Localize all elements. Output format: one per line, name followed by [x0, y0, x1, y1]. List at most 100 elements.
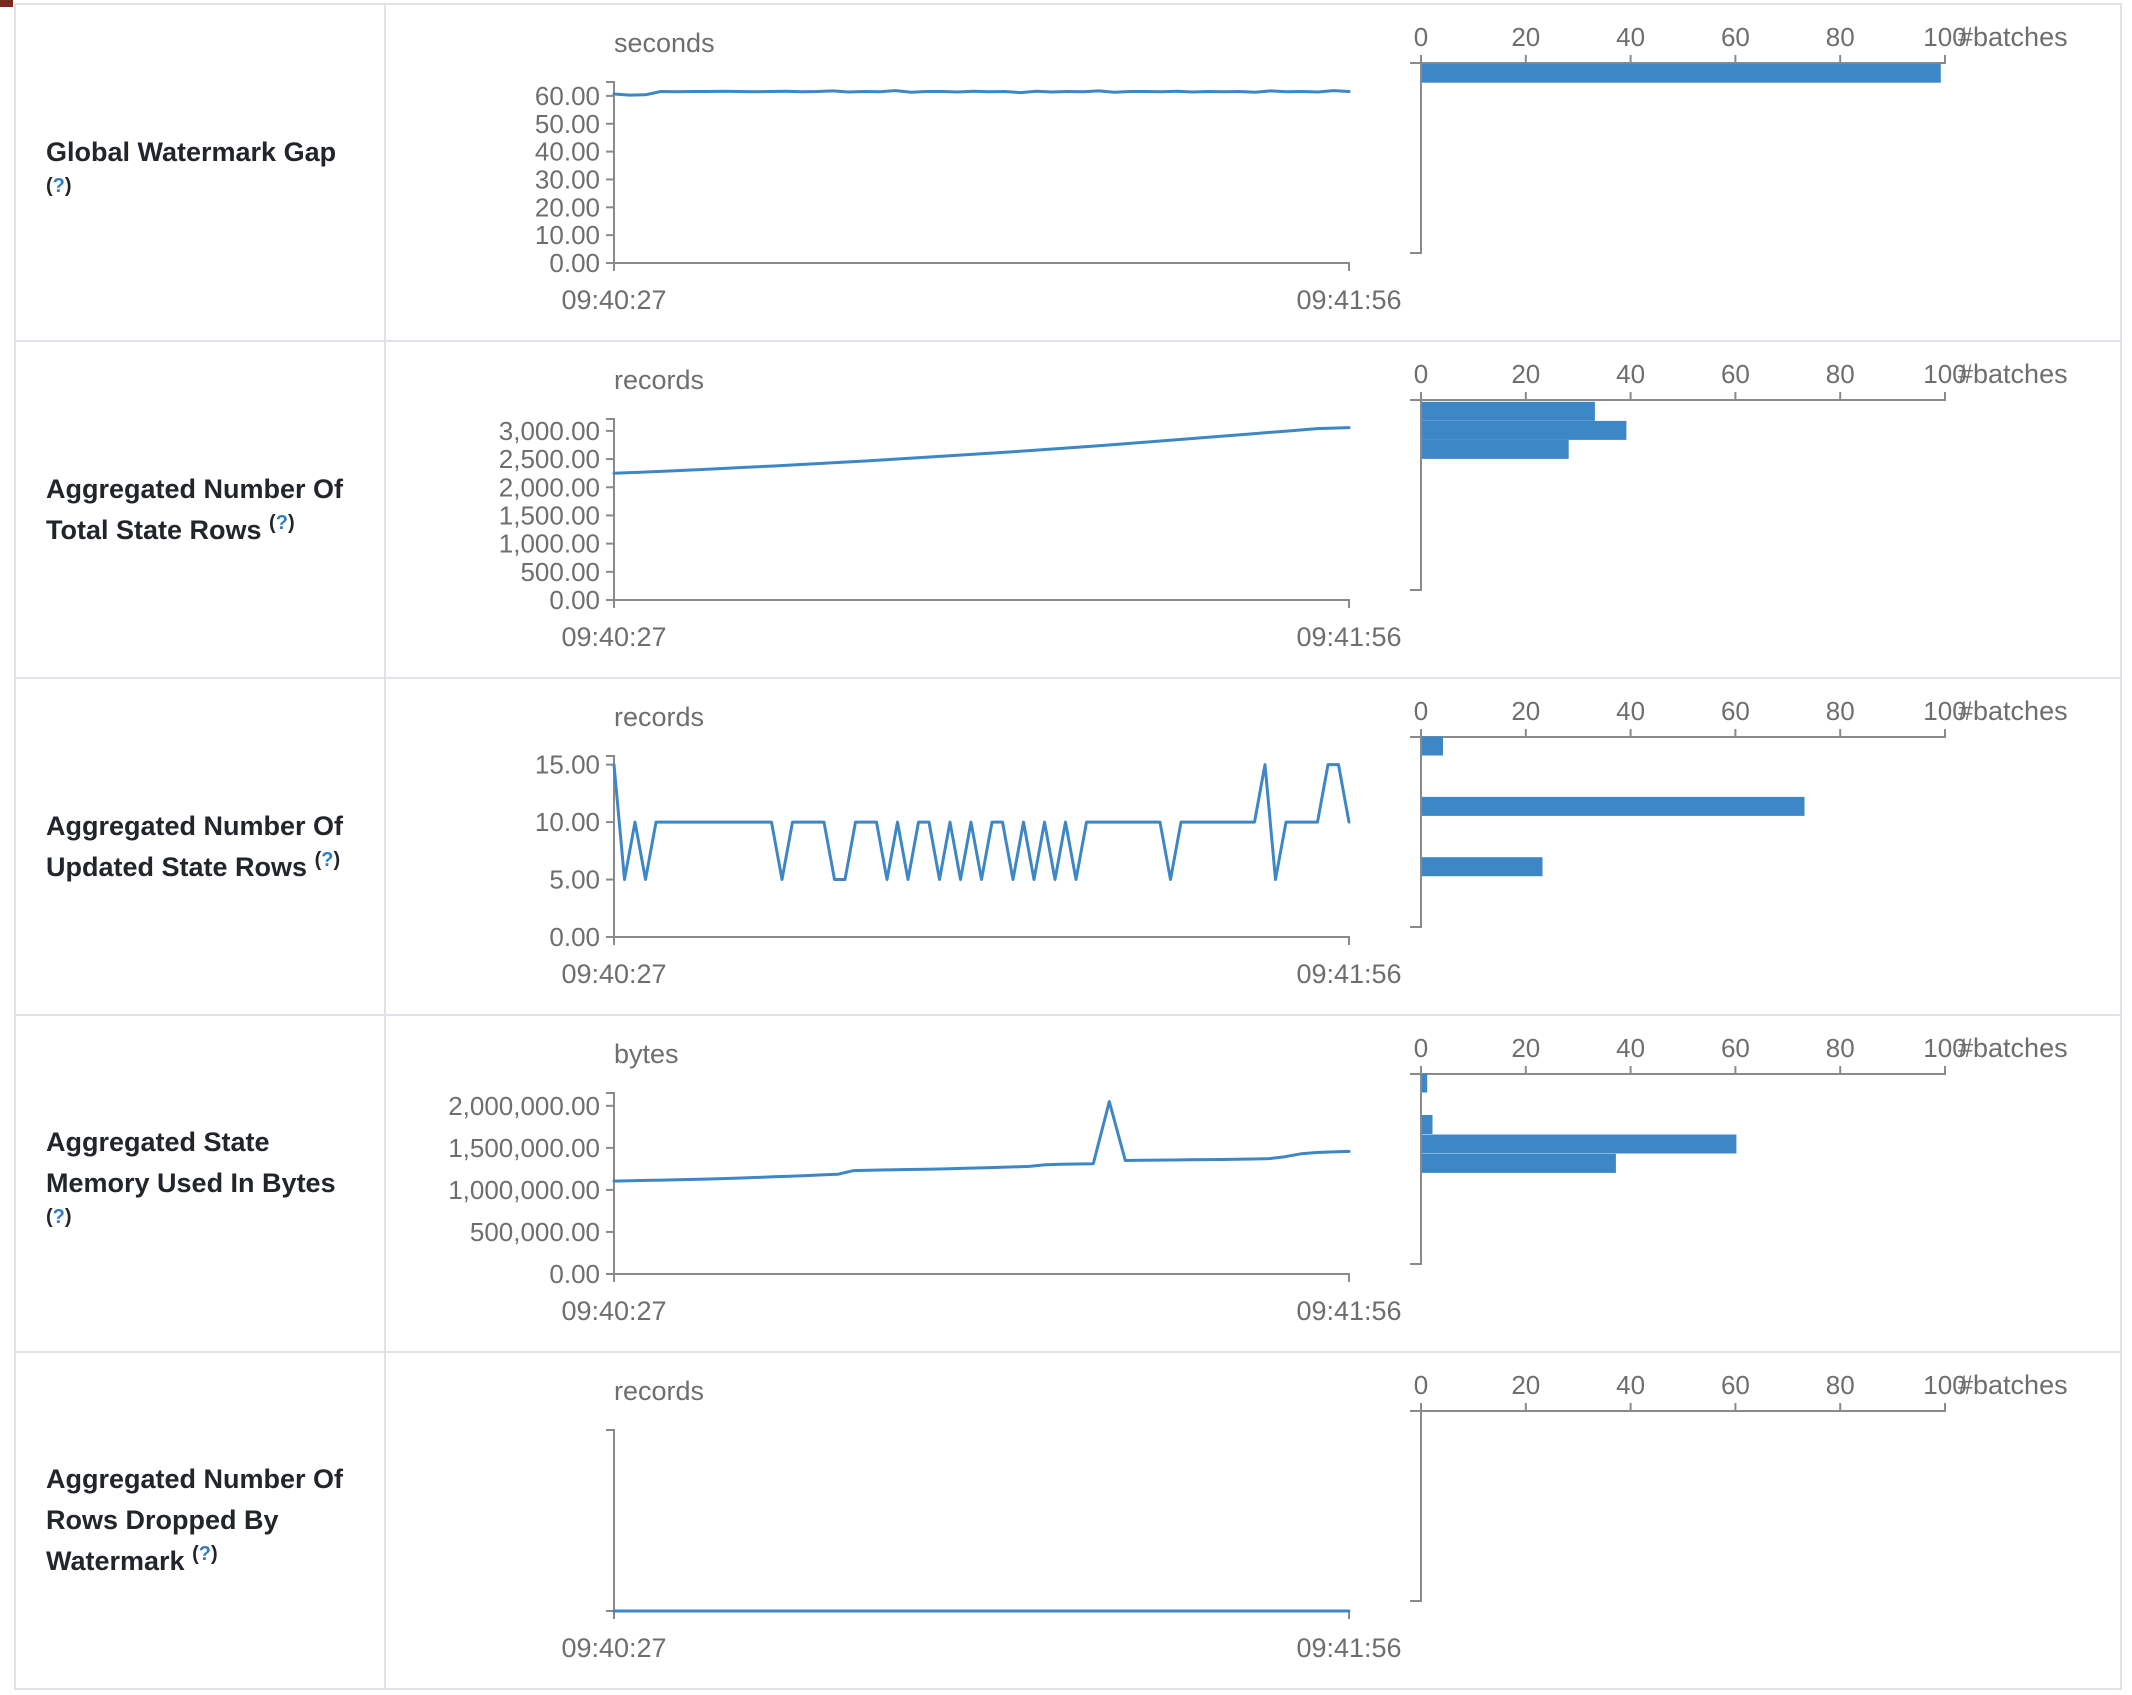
y-tick-label: 5.00	[549, 865, 600, 895]
metric-label-cell: Aggregated Number Of Rows Dropped By Wat…	[16, 1353, 386, 1688]
batches-axis-label: #batches	[1958, 359, 2068, 389]
charts-svg: records3,000.002,500.002,000.001,500.001…	[499, 359, 2068, 652]
x-axis-start-time: 09:40:27	[561, 622, 666, 652]
x-axis-start-time: 09:40:27	[561, 1296, 666, 1326]
batches-tick-label: 40	[1616, 22, 1645, 52]
help-paren-close: )	[210, 1543, 218, 1565]
histogram-chart: 0 20 40 60 80 100#batches	[1410, 696, 2068, 928]
chart-cell: records 09:40:27 09:41:56 0 20 40 60 80 100 #batc…	[386, 1353, 2120, 1688]
y-tick-label: 500,000.00	[470, 1217, 600, 1247]
help-question-icon[interactable]: ?	[198, 1543, 211, 1565]
charts-svg: records 15.00 10.00 5.00 0.00 09:40:27 09:41:5…	[535, 696, 2068, 989]
batches-tick-label: 100	[1923, 1370, 1966, 1400]
histogram-bar	[1422, 796, 1805, 816]
y-tick-label: 15.00	[535, 750, 600, 780]
metric-label: Aggregated Number Of Updated State Rows …	[16, 806, 368, 888]
help-link[interactable]: (?)	[269, 512, 295, 534]
timeline-chart: records 15.00 10.00 5.00 0.00 09:40:27 09:41:5…	[535, 702, 1402, 989]
batches-tick-label: 80	[1826, 22, 1855, 52]
batches-axis-label: #batches	[1958, 696, 2068, 726]
help-link[interactable]: (?)	[192, 1543, 218, 1565]
x-axis-end-time: 09:41:56	[1296, 1296, 1401, 1326]
histogram-chart: 0 20 40 60 80 100#batches	[1410, 22, 2068, 254]
unit-label: records	[614, 702, 704, 732]
y-tick-label: 0.00	[549, 585, 600, 615]
chart-cell: bytes 2,000,000.00 1,500,000.00 1,000,000.0…	[386, 1016, 2120, 1351]
metric-row-aggregated-number-of-total-state-rows: Aggregated Number Of Total State Rows (?…	[16, 340, 2120, 677]
histogram-bar	[1422, 1073, 1428, 1093]
screen-corner-artifact	[0, 0, 13, 7]
y-tick-label: 0.00	[549, 1259, 600, 1289]
metric-label: Global Watermark Gap (?)	[16, 132, 368, 214]
batches-tick-label: 0	[1414, 359, 1428, 389]
y-tick-label: 2,000,000.00	[448, 1091, 600, 1121]
unit-label: records	[614, 365, 704, 395]
help-paren-open: (	[192, 1543, 199, 1565]
unit-label: bytes	[614, 1039, 679, 1069]
x-axis-start-time: 09:40:27	[561, 285, 666, 315]
batches-tick-label: 0	[1414, 22, 1428, 52]
unit-label: records	[614, 1376, 704, 1406]
batches-tick-label: 60	[1721, 696, 1750, 726]
help-question-icon[interactable]: ?	[52, 174, 65, 197]
y-tick-label: 20.00	[535, 192, 600, 222]
histogram-bar	[1422, 63, 1941, 83]
batches-tick-label: 40	[1616, 359, 1645, 389]
batches-axis-label: #batches	[1958, 1370, 2068, 1400]
x-axis-start-time: 09:40:27	[561, 1633, 666, 1663]
batches-tick-label: 20	[1511, 1370, 1540, 1400]
charts-svg: seconds 60.0050.0040.0030.0020.0010.000.0…	[535, 22, 2068, 315]
metric-label: Aggregated Number Of Rows Dropped By Wat…	[16, 1459, 368, 1582]
metric-row-aggregated-number-of-rows-dropped-by-watermark: Aggregated Number Of Rows Dropped By Wat…	[16, 1351, 2120, 1690]
y-tick-label: 0.00	[549, 248, 600, 278]
histogram-bar	[1422, 439, 1569, 459]
batches-tick-label: 80	[1826, 1370, 1855, 1400]
metric-label-cell: Aggregated Number Of Updated State Rows …	[16, 679, 386, 1014]
batches-tick-label: 60	[1721, 1033, 1750, 1063]
batches-tick-label: 20	[1511, 1033, 1540, 1063]
metric-label-text: Aggregated Number Of Updated State Rows	[46, 810, 344, 882]
help-paren-close: )	[64, 1206, 72, 1228]
y-tick-label: 2,000.00	[499, 472, 600, 502]
y-tick-label: 1,000,000.00	[448, 1175, 600, 1205]
help-paren-close: )	[333, 848, 341, 871]
batches-tick-label: 40	[1616, 1370, 1645, 1400]
help-link[interactable]: (?)	[46, 175, 72, 197]
metric-label-cell: Aggregated State Memory Used In Bytes (?…	[16, 1016, 386, 1351]
metric-label-cell: Aggregated Number Of Total State Rows (?…	[16, 342, 386, 677]
metric-timeline-line	[612, 763, 1351, 881]
unit-label: seconds	[614, 28, 715, 58]
help-link[interactable]: (?)	[46, 1206, 72, 1228]
histogram-chart: 0 20 40 60 80 100#batches	[1410, 1370, 2068, 1602]
timeline-chart: records 3,000.002,500.002,000.001,500.001…	[499, 365, 1402, 652]
y-tick-label: 10.00	[535, 220, 600, 250]
batches-tick-label: 0	[1414, 1033, 1428, 1063]
metric-label-text: Aggregated Number Of Total State Rows	[46, 473, 344, 545]
help-paren-close: )	[287, 511, 295, 534]
metric-row-global-watermark-gap: Global Watermark Gap (?) seconds 60.00 50.0…	[16, 3, 2120, 340]
y-tick-label: 10.00	[535, 807, 600, 837]
y-tick-label: 1,500,000.00	[448, 1133, 600, 1163]
batches-axis-label: #batches	[1958, 22, 2068, 52]
metric-timeline-line	[612, 89, 1351, 97]
histogram-bar	[1422, 736, 1443, 756]
y-tick-label: 40.00	[535, 137, 600, 167]
histogram-bar	[1422, 1115, 1433, 1134]
help-link[interactable]: (?)	[315, 849, 341, 871]
help-paren-open: (	[314, 848, 322, 871]
batches-tick-label: 100	[1923, 696, 1966, 726]
help-question-icon[interactable]: ?	[321, 848, 334, 871]
y-tick-label: 0.00	[549, 922, 600, 952]
histogram-bar	[1422, 1153, 1616, 1173]
batches-tick-label: 20	[1511, 696, 1540, 726]
batches-tick-label: 60	[1721, 359, 1750, 389]
chart-cell: records 15.00 10.00 5.00 0.00 09:40:27 09:41:5…	[386, 679, 2120, 1014]
metric-row-aggregated-state-memory-used-in-bytes: Aggregated State Memory Used In Bytes (?…	[16, 1014, 2120, 1351]
y-tick-label: 50.00	[535, 109, 600, 139]
help-question-icon[interactable]: ?	[275, 511, 288, 534]
timeline-chart: seconds 60.0050.0040.0030.0020.0010.000.0…	[535, 28, 1402, 315]
histogram-bar	[1422, 1134, 1737, 1154]
batches-axis-label: #batches	[1958, 1033, 2068, 1063]
help-question-icon[interactable]: ?	[52, 1206, 65, 1228]
chart-cell: seconds 60.00 50.00 40.00 30.00 20.00 10.00 0.0…	[386, 5, 2120, 340]
